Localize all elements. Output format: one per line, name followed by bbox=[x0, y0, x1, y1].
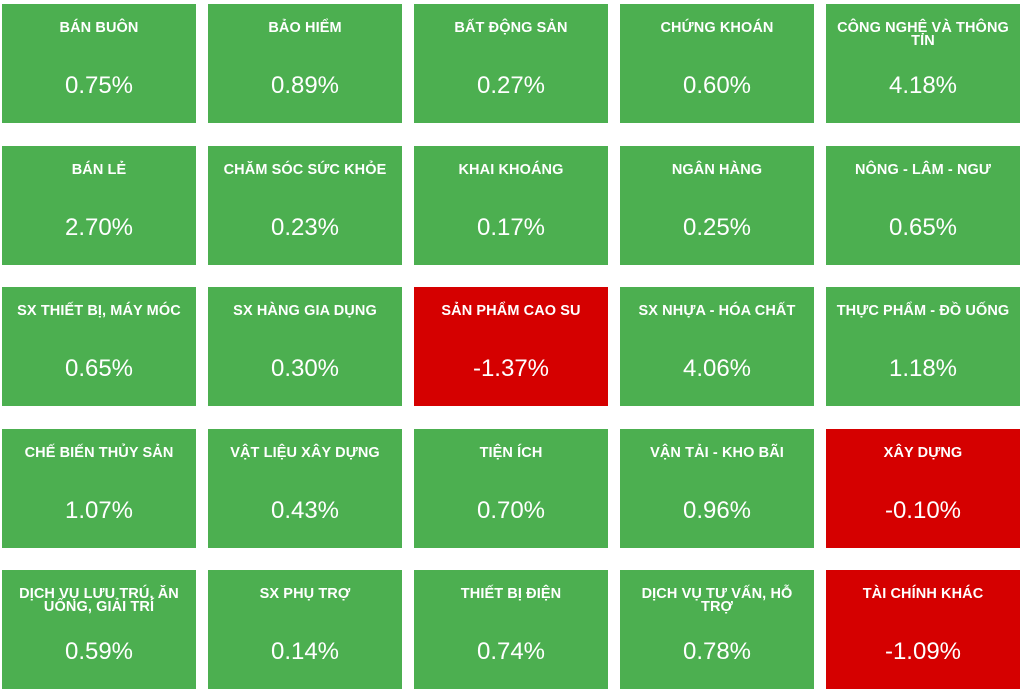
sector-change-value: 1.18% bbox=[888, 355, 958, 382]
sector-name: SX THIẾT BỊ, MÁY MÓC bbox=[17, 303, 181, 319]
sector-name: XÂY DỰNG bbox=[883, 445, 963, 461]
sector-tile[interactable]: VẬT LIỆU XÂY DỰNG 0.43% bbox=[208, 429, 402, 548]
sector-change-value: 0.59% bbox=[64, 638, 134, 665]
sector-tile[interactable]: SX PHỤ TRỢ 0.14% bbox=[208, 570, 402, 689]
sector-change-value: 0.60% bbox=[682, 72, 752, 99]
sector-tile[interactable]: CÔNG NGHỆ VÀ THÔNG TIN 4.18% bbox=[826, 4, 1020, 123]
sector-tile[interactable]: SẢN PHẨM CAO SU -1.37% bbox=[414, 287, 608, 406]
sector-name: NÔNG - LÂM - NGƯ bbox=[854, 162, 992, 178]
sector-name: THIẾT BỊ ĐIỆN bbox=[460, 586, 562, 602]
sector-change-value: 1.07% bbox=[64, 497, 134, 524]
sector-change-value: 0.17% bbox=[476, 214, 546, 241]
sector-name: KHAI KHOÁNG bbox=[458, 162, 564, 178]
sector-tile[interactable]: THIẾT BỊ ĐIỆN 0.74% bbox=[414, 570, 608, 689]
sector-name: TÀI CHÍNH KHÁC bbox=[862, 586, 984, 602]
sector-change-value: 0.27% bbox=[476, 72, 546, 99]
sector-tile[interactable]: NÔNG - LÂM - NGƯ 0.65% bbox=[826, 146, 1020, 265]
sector-change-value: 0.65% bbox=[888, 214, 958, 241]
sector-tile[interactable]: BẢO HIỂM 0.89% bbox=[208, 4, 402, 123]
sector-name: VẬN TẢI - KHO BÃI bbox=[650, 445, 784, 461]
sector-change-value: 4.18% bbox=[888, 72, 958, 99]
sector-name: BÁN BUÔN bbox=[59, 20, 139, 36]
sector-name: TIỆN ÍCH bbox=[479, 445, 543, 461]
sector-change-value: 0.65% bbox=[64, 355, 134, 382]
sector-change-value: 0.25% bbox=[682, 214, 752, 241]
sector-change-value: -1.37% bbox=[472, 355, 550, 382]
sector-tile[interactable]: CHỨNG KHOÁN 0.60% bbox=[620, 4, 814, 123]
sector-tile[interactable]: SX NHỰA - HÓA CHẤT 4.06% bbox=[620, 287, 814, 406]
sector-tile[interactable]: BẤT ĐỘNG SẢN 0.27% bbox=[414, 4, 608, 123]
sector-name: SẢN PHẨM CAO SU bbox=[441, 303, 581, 319]
sector-change-value: 0.30% bbox=[270, 355, 340, 382]
sector-tile[interactable]: SX THIẾT BỊ, MÁY MÓC 0.65% bbox=[2, 287, 196, 406]
sector-name: SX NHỰA - HÓA CHẤT bbox=[638, 303, 796, 319]
sector-change-value: 0.14% bbox=[270, 638, 340, 665]
sector-name: SX PHỤ TRỢ bbox=[259, 586, 351, 602]
sector-change-value: 0.23% bbox=[270, 214, 340, 241]
sector-tile[interactable]: CHẾ BIẾN THỦY SẢN 1.07% bbox=[2, 429, 196, 548]
sector-name: BẢO HIỂM bbox=[268, 20, 342, 36]
sector-name: CHẾ BIẾN THỦY SẢN bbox=[24, 445, 174, 461]
sector-change-value: 0.89% bbox=[270, 72, 340, 99]
sector-change-value: 0.96% bbox=[682, 497, 752, 524]
sector-tile[interactable]: TIỆN ÍCH 0.70% bbox=[414, 429, 608, 548]
sector-tile[interactable]: NGÂN HÀNG 0.25% bbox=[620, 146, 814, 265]
sector-name: BẤT ĐỘNG SẢN bbox=[454, 20, 568, 36]
sector-name: NGÂN HÀNG bbox=[671, 162, 763, 178]
sector-change-value: 0.75% bbox=[64, 72, 134, 99]
sector-change-value: 0.70% bbox=[476, 497, 546, 524]
sector-change-value: 4.06% bbox=[682, 355, 752, 382]
sector-tile[interactable]: CHĂM SÓC SỨC KHỎE 0.23% bbox=[208, 146, 402, 265]
sector-tile[interactable]: KHAI KHOÁNG 0.17% bbox=[414, 146, 608, 265]
sector-name: DỊCH VỤ LƯU TRÚ, ĂN UỐNG, GIẢI TRÍ bbox=[19, 586, 179, 615]
sector-change-value: 0.43% bbox=[270, 497, 340, 524]
sector-name: CÔNG NGHỆ VÀ THÔNG TIN bbox=[837, 20, 1009, 49]
sector-change-value: -1.09% bbox=[884, 638, 962, 665]
sector-name: THỰC PHẨM - ĐỒ UỐNG bbox=[836, 303, 1010, 319]
sector-change-value: 0.74% bbox=[476, 638, 546, 665]
sector-name: BÁN LẺ bbox=[71, 162, 127, 178]
sector-name: SX HÀNG GIA DỤNG bbox=[233, 303, 377, 319]
sector-change-value: 0.78% bbox=[682, 638, 752, 665]
sector-tile[interactable]: VẬN TẢI - KHO BÃI 0.96% bbox=[620, 429, 814, 548]
sector-name: CHĂM SÓC SỨC KHỎE bbox=[223, 162, 387, 178]
sector-tile[interactable]: THỰC PHẨM - ĐỒ UỐNG 1.18% bbox=[826, 287, 1020, 406]
sector-name: DỊCH VỤ TƯ VẤN, HỖ TRỢ bbox=[641, 586, 793, 615]
sector-name: CHỨNG KHOÁN bbox=[660, 20, 774, 36]
sector-tile[interactable]: BÁN BUÔN 0.75% bbox=[2, 4, 196, 123]
sector-change-value: -0.10% bbox=[884, 497, 962, 524]
sector-change-value: 2.70% bbox=[64, 214, 134, 241]
sector-tile[interactable]: TÀI CHÍNH KHÁC -1.09% bbox=[826, 570, 1020, 689]
sector-tile[interactable]: DỊCH VỤ LƯU TRÚ, ĂN UỐNG, GIẢI TRÍ 0.59% bbox=[2, 570, 196, 689]
sector-tile[interactable]: SX HÀNG GIA DỤNG 0.30% bbox=[208, 287, 402, 406]
sector-name: VẬT LIỆU XÂY DỰNG bbox=[230, 445, 380, 461]
sector-tile[interactable]: XÂY DỰNG -0.10% bbox=[826, 429, 1020, 548]
sector-tile[interactable]: BÁN LẺ 2.70% bbox=[2, 146, 196, 265]
sector-tile[interactable]: DỊCH VỤ TƯ VẤN, HỖ TRỢ 0.78% bbox=[620, 570, 814, 689]
